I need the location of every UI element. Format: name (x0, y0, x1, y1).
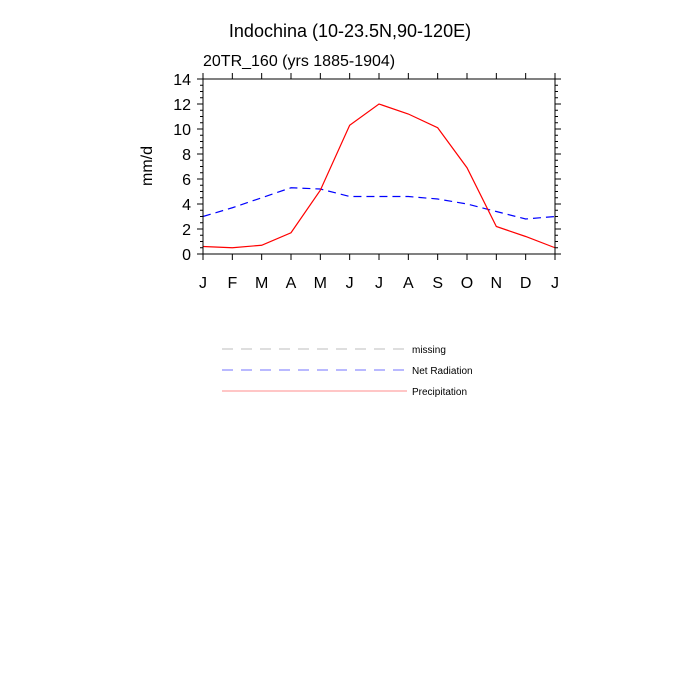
y-tick-label: 0 (182, 247, 191, 264)
legend-label: Precipitation (412, 387, 467, 398)
chart-title: Indochina (10-23.5N,90-120E) (229, 21, 471, 41)
x-tick-label: F (227, 275, 237, 292)
legend-label: Net Radiation (412, 366, 473, 377)
y-tick-label: 6 (182, 172, 191, 189)
x-tick-label: A (403, 275, 414, 292)
plot-frame (202, 78, 556, 255)
legend-label: missing (412, 345, 446, 356)
series-line-precipitation (202, 103, 556, 249)
x-tick-label: M (255, 275, 268, 292)
y-tick-label: 2 (182, 222, 191, 239)
y-tick-label: 8 (182, 147, 191, 164)
x-tick-label: M (314, 275, 327, 292)
y-tick-label: 12 (173, 97, 191, 114)
chart-subtitle: 20TR_160 (yrs 1885-1904) (203, 53, 395, 70)
x-tick-label: O (461, 275, 473, 292)
x-tick-label: J (375, 275, 383, 292)
y-tick-label: 4 (182, 197, 191, 214)
y-tick-label: 10 (173, 122, 191, 139)
x-tick-label: S (432, 275, 443, 292)
series-line-net-radiation (202, 187, 556, 220)
x-tick-label: A (286, 275, 297, 292)
series-layer (202, 103, 556, 249)
x-tick-label: J (199, 275, 207, 292)
legend: missing Net Radiation Precipitation (222, 345, 473, 398)
x-tick-label: D (520, 275, 532, 292)
x-tick-label: J (346, 275, 354, 292)
y-tick-label: 14 (173, 72, 191, 89)
x-tick-label: J (551, 275, 559, 292)
x-tick-label: N (491, 275, 503, 292)
y-axis-label: mm/d (139, 146, 156, 186)
